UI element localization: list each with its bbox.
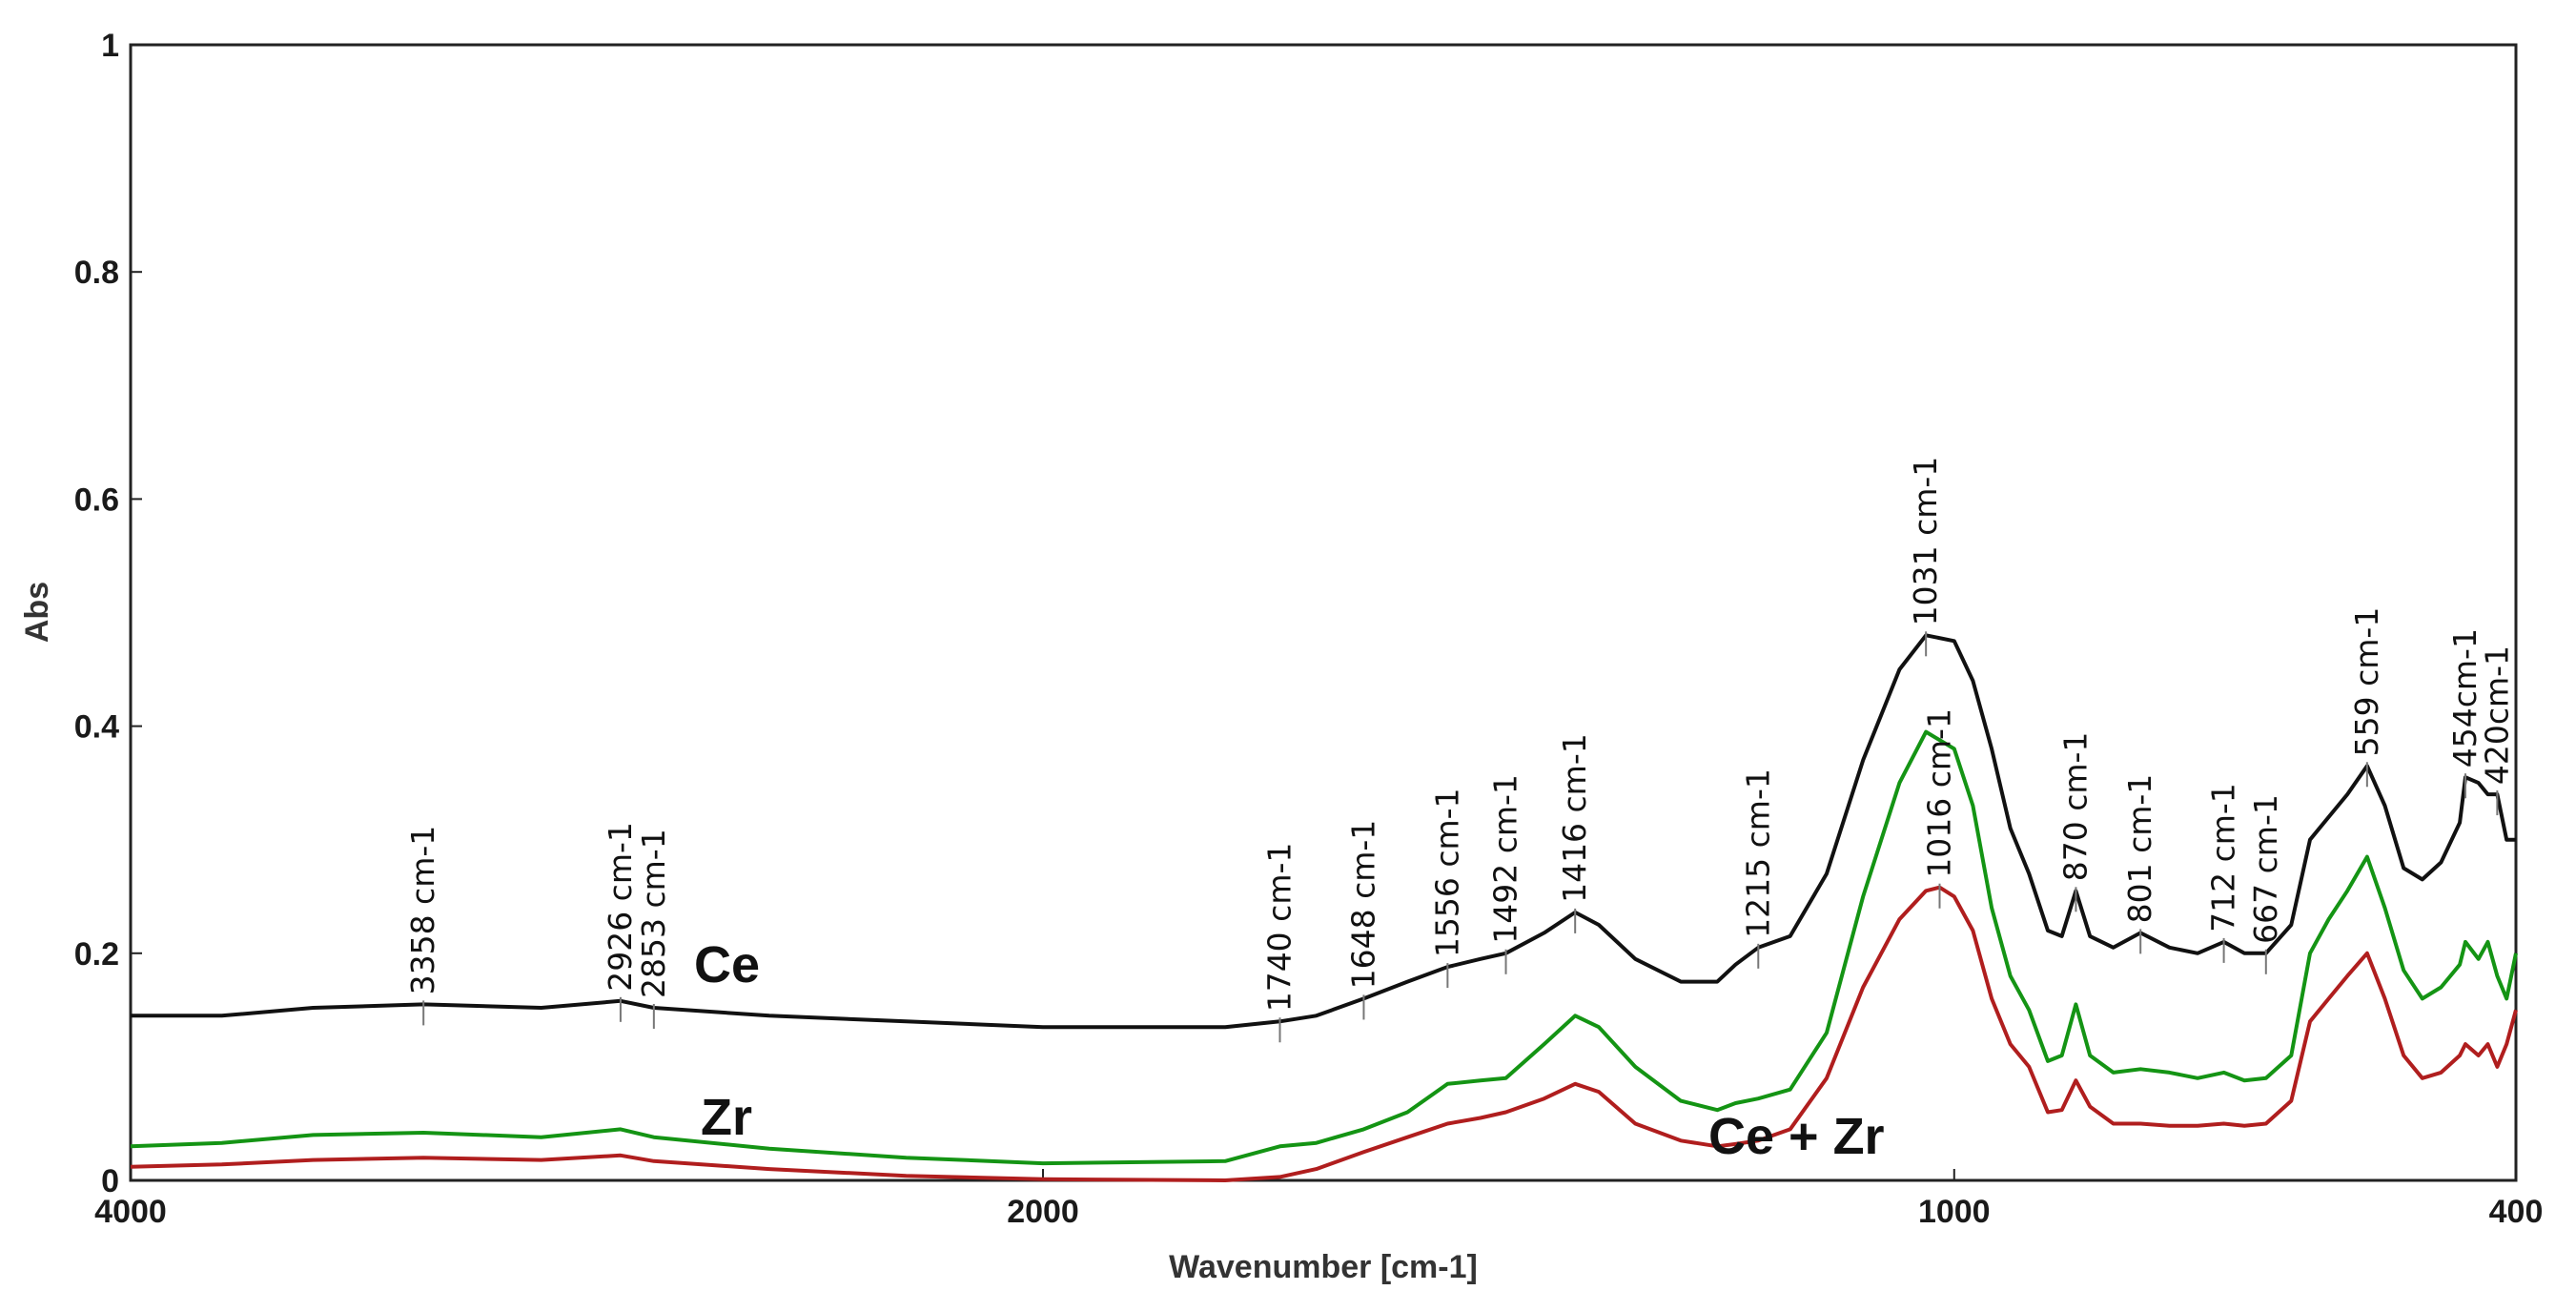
x-tick-label: 2000: [1007, 1194, 1079, 1230]
x-axis-ticks: 4000 2000 1000 400: [94, 1169, 2543, 1230]
series-label-ce-zr: Ce + Zr: [1708, 1108, 1885, 1165]
x-tick-label: 400: [2489, 1194, 2544, 1230]
peak-label: 1556 cm-1: [1428, 788, 1465, 957]
peak-label: 1648 cm-1: [1344, 820, 1381, 990]
series-lines: [130, 633, 2518, 1182]
x-tick-label: 1000: [1918, 1194, 1991, 1230]
peak-label: 1416 cm-1: [1556, 733, 1593, 903]
peak-label: 3358 cm-1: [404, 826, 441, 995]
series-line-zr: [130, 729, 2518, 1166]
x-axis-title: Wavenumber [cm-1]: [1169, 1249, 1478, 1285]
y-tick-label: 1: [101, 28, 119, 64]
peak-label: 1016 cm-1: [1921, 708, 1958, 878]
y-tick-label: 0.8: [74, 255, 119, 291]
peak-label: 870 cm-1: [2056, 732, 2094, 882]
peak-label: 1492 cm-1: [1487, 774, 1524, 944]
peak-label: 2853 cm-1: [635, 829, 672, 998]
peak-label: 1740 cm-1: [1260, 843, 1298, 1013]
peak-label: 454cm-1: [2446, 628, 2484, 768]
peak-label: 1215 cm-1: [1739, 768, 1776, 938]
y-axis-title: Abs: [19, 582, 55, 643]
series-line-ce: [131, 633, 2516, 1030]
series-label-ce: Ce: [694, 936, 760, 993]
plot-frame: [129, 43, 2518, 1182]
y-tick-label: 0.2: [74, 936, 119, 973]
peak-label: 667 cm-1: [2247, 794, 2284, 944]
peak-label: 420cm-1: [2478, 645, 2515, 785]
peak-label: 801 cm-1: [2121, 774, 2158, 924]
x-tick-label: 4000: [94, 1194, 167, 1230]
y-axis-ticks: 0 0.2 0.4 0.6 0.8 1: [74, 28, 142, 1199]
peak-label: 1031 cm-1: [1907, 457, 1944, 626]
y-tick-label: 0.6: [74, 481, 119, 518]
series-label-zr: Zr: [701, 1089, 752, 1146]
peak-label: 712 cm-1: [2205, 783, 2242, 932]
series-line-ce-zr: [130, 885, 2518, 1182]
peak-label: 559 cm-1: [2348, 607, 2385, 757]
peak-label: 2926 cm-1: [602, 822, 639, 992]
y-tick-label: 0: [101, 1163, 119, 1199]
y-tick-label: 0.4: [74, 709, 119, 746]
